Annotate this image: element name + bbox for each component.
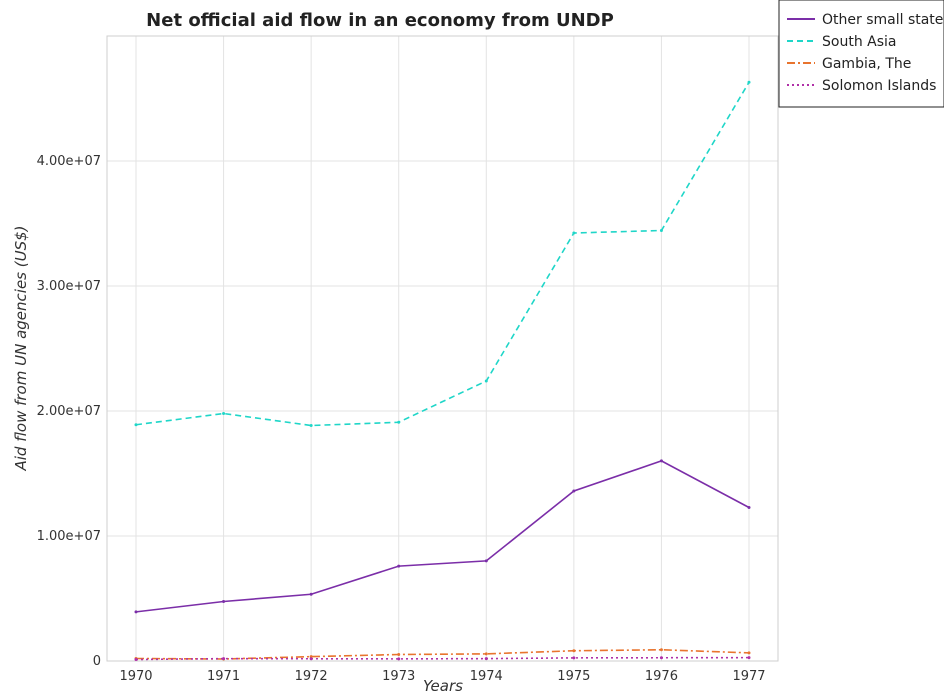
y-axis-label: Aid flow from UN agencies (US$) [12, 225, 30, 471]
y-tick-label: 2.00e+07 [37, 404, 101, 419]
chart-title: Net official aid flow in an economy from… [146, 10, 614, 31]
x-axis-ticks: 1970 1971 1972 1973 1974 1975 1976 1977 [119, 669, 765, 684]
x-tick-label: 1971 [207, 669, 240, 684]
series-1-point [572, 231, 576, 235]
series-1-point [484, 379, 488, 383]
legend-label: Gambia, The [822, 56, 911, 72]
x-tick-label: 1974 [470, 669, 503, 684]
y-axis-ticks: 0 1.00e+07 2.00e+07 3.00e+07 4.00e+07 [37, 154, 101, 669]
series-0-point [572, 489, 576, 493]
x-tick-label: 1975 [557, 669, 590, 684]
legend-box [778, 0, 944, 108]
series-3-point [747, 656, 751, 660]
y-tick-label: 0 [93, 654, 101, 669]
series-0-point [397, 564, 401, 568]
series-1-point [222, 412, 226, 415]
x-tick-label: 1976 [645, 669, 678, 684]
series-0-point [222, 600, 226, 603]
x-axis-label: Years [423, 677, 463, 695]
series-0-point [659, 459, 663, 463]
series-2-point [484, 652, 488, 656]
series-2-point [397, 653, 401, 656]
legend-label: Solomon Islands [822, 78, 936, 94]
legend-label: South Asia [822, 34, 896, 50]
series-line-1 [135, 81, 750, 427]
y-tick-label: 4.00e+07 [37, 154, 101, 169]
series-3-point [309, 657, 313, 661]
legend-label: Other small states [822, 12, 944, 28]
series-line-2 [135, 648, 750, 660]
x-tick-label: 1977 [732, 669, 765, 684]
series-3-point [222, 657, 226, 661]
series-1-point [134, 423, 138, 427]
series-line-0 [135, 460, 750, 613]
series-3-point [659, 656, 663, 660]
grid [107, 36, 778, 662]
series-0-point [309, 592, 313, 596]
series-group [134, 80, 751, 661]
series-2-point [309, 655, 313, 659]
series-0-point [747, 506, 751, 509]
series-1-point [747, 80, 751, 84]
legend: Other small states South Asia Gambia, The S… [778, 0, 944, 108]
x-tick-label: 1973 [382, 669, 415, 684]
series-1-point [397, 420, 401, 424]
series-0-point [134, 610, 138, 614]
series-2-point [572, 649, 576, 653]
series-0-point [484, 559, 488, 563]
series-2-point [659, 648, 663, 652]
series-3-point [484, 657, 488, 661]
y-tick-label: 3.00e+07 [37, 279, 101, 294]
y-tick-label: 1.00e+07 [37, 529, 101, 544]
series-1-point [309, 424, 313, 427]
x-tick-label: 1972 [295, 669, 328, 684]
plot-frame [106, 35, 779, 662]
series-3-point [397, 657, 401, 661]
series-1-point [659, 229, 663, 232]
series-line-3 [135, 656, 750, 661]
series-2-point [747, 651, 751, 655]
x-tick-label: 1970 [119, 669, 152, 684]
series-3-point [572, 656, 576, 660]
series-3-point [134, 658, 138, 661]
